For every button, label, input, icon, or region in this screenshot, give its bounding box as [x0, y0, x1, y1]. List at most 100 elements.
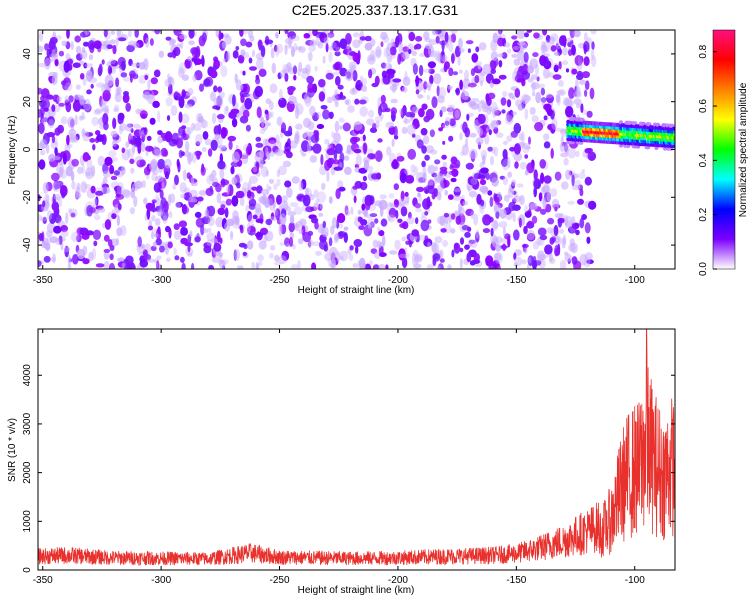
- noise-cell: [516, 78, 526, 83]
- noise-cell: [353, 195, 357, 204]
- noise-cell: [516, 183, 524, 188]
- noise-cell: [439, 215, 446, 227]
- noise-cell: [487, 190, 493, 196]
- noise-cell: [493, 252, 502, 262]
- noise-cell: [440, 228, 447, 233]
- noise-cell: [485, 255, 494, 266]
- noise-cell: [401, 86, 408, 93]
- noise-cell: [190, 176, 194, 186]
- noise-cell: [40, 216, 48, 221]
- noise-cell: [349, 245, 354, 251]
- noise-cell: [440, 181, 445, 192]
- noise-cell: [335, 46, 341, 53]
- noise-cell: [249, 66, 257, 71]
- noise-cell: [288, 95, 297, 105]
- noise-cell: [133, 195, 138, 208]
- noise-cell: [427, 242, 431, 247]
- noise-cell: [168, 83, 173, 95]
- noise-cell: [558, 228, 565, 234]
- noise-cell: [334, 233, 340, 242]
- noise-cell: [134, 180, 143, 189]
- noise-cell: [102, 89, 111, 102]
- noise-cell: [318, 212, 324, 217]
- noise-cell: [68, 95, 74, 103]
- noise-cell: [378, 105, 382, 117]
- noise-cell: [344, 99, 349, 105]
- noise-cell: [512, 45, 520, 51]
- noise-cell: [216, 114, 225, 120]
- noise-cell: [571, 44, 576, 56]
- noise-cell: [234, 215, 240, 226]
- noise-cell: [564, 253, 572, 262]
- noise-cell: [343, 155, 350, 161]
- noise-cell: [489, 59, 497, 71]
- colorbar-tick-label: 0.8: [698, 44, 709, 58]
- noise-cell: [152, 100, 160, 108]
- noise-cell: [530, 74, 538, 80]
- noise-cell: [256, 106, 262, 119]
- noise-cell: [539, 55, 547, 66]
- noise-cell: [362, 78, 367, 86]
- noise-cell: [511, 95, 516, 100]
- noise-cell: [490, 119, 499, 129]
- noise-cell: [120, 72, 128, 78]
- noise-cell: [94, 108, 103, 114]
- noise-cell: [429, 129, 435, 138]
- noise-cell: [558, 61, 562, 70]
- noise-cell: [282, 160, 292, 168]
- noise-cell: [514, 249, 522, 256]
- noise-cell: [295, 220, 303, 228]
- noise-cell: [81, 111, 85, 119]
- noise-cell: [581, 169, 585, 174]
- noise-cell: [334, 120, 340, 133]
- noise-cell: [477, 100, 482, 113]
- noise-cell: [575, 150, 580, 158]
- noise-cell: [120, 166, 126, 176]
- noise-cell: [478, 42, 487, 51]
- noise-cell: [109, 39, 116, 45]
- noise-cell: [178, 34, 188, 40]
- noise-cell: [352, 87, 356, 94]
- noise-cell: [213, 242, 222, 252]
- noise-cell: [101, 186, 109, 194]
- noise-cell: [255, 136, 262, 142]
- noise-cell: [95, 82, 105, 88]
- noise-cell: [364, 263, 372, 269]
- noise-cell: [502, 176, 508, 186]
- noise-cell: [388, 193, 395, 199]
- noise-cell: [403, 118, 411, 124]
- noise-cell: [191, 262, 195, 269]
- noise-cell: [448, 135, 454, 142]
- noise-cell: [51, 74, 58, 86]
- noise-cell: [544, 244, 553, 255]
- noise-cell: [335, 188, 341, 200]
- noise-cell: [116, 215, 120, 227]
- noise-cell: [575, 86, 581, 97]
- noise-cell: [141, 180, 146, 189]
- noise-cell: [579, 217, 585, 229]
- noise-cell: [40, 105, 45, 117]
- noise-cell: [180, 237, 188, 245]
- noise-cell: [567, 41, 574, 48]
- noise-cell: [167, 241, 173, 249]
- noise-cell: [554, 247, 560, 257]
- noise-cell: [448, 42, 454, 52]
- noise-cell: [135, 39, 144, 48]
- spectrogram-cells: [38, 30, 675, 269]
- noise-cell: [127, 148, 135, 158]
- noise-cell: [478, 65, 482, 70]
- noise-cell: [363, 208, 368, 217]
- noise-cell: [442, 179, 450, 188]
- noise-cell: [355, 84, 362, 90]
- noise-cell: [42, 182, 49, 194]
- noise-cell: [161, 181, 165, 191]
- noise-cell: [487, 146, 494, 152]
- noise-cell: [184, 140, 190, 153]
- noise-cell: [225, 198, 232, 206]
- noise-cell: [559, 259, 567, 269]
- noise-cell: [101, 59, 105, 65]
- noise-cell: [475, 46, 480, 53]
- noise-cell: [182, 151, 192, 157]
- noise-cell: [375, 120, 380, 129]
